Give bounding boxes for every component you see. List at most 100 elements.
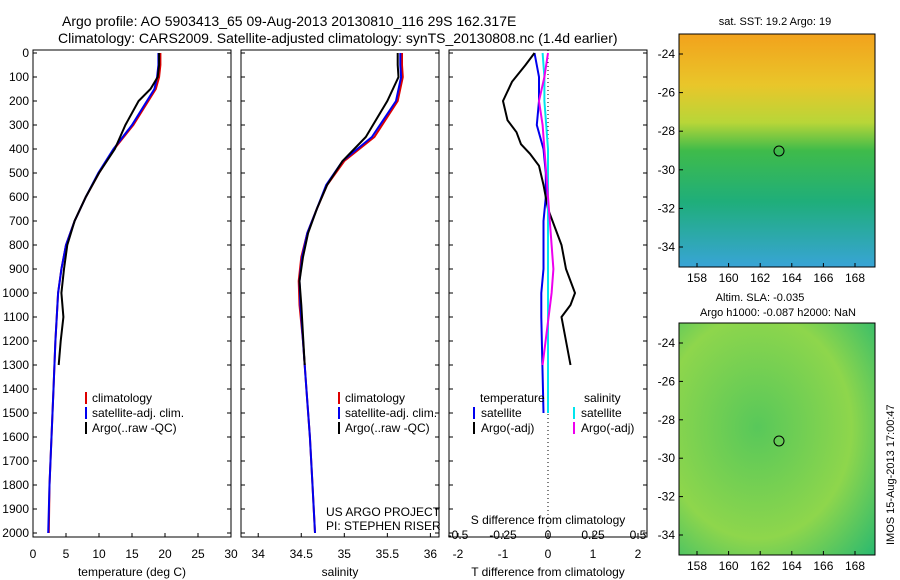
sal-line-2 bbox=[298, 53, 400, 366]
map-lon-tick-label: 164 bbox=[782, 271, 802, 285]
depth-tick-label: 1900 bbox=[2, 502, 29, 516]
diff-legend-t-argo: Argo(-adj) bbox=[481, 421, 534, 435]
sal-legend-argo: Argo(..raw -QC) bbox=[345, 421, 430, 435]
credit-pi: PI: STEPHEN RISER bbox=[326, 519, 441, 533]
t-diff-x-tick-label: 0 bbox=[545, 547, 552, 561]
map-lat-tick-label: -34 bbox=[658, 528, 676, 542]
map-lat-tick-label: -32 bbox=[658, 490, 676, 504]
map-lon-tick-label: 162 bbox=[750, 271, 770, 285]
temperature-panel-frame bbox=[32, 49, 232, 538]
map-lon-tick-label: 160 bbox=[719, 271, 739, 285]
map-lat-tick-label: -30 bbox=[658, 451, 676, 465]
map-lat-tick-label: -24 bbox=[658, 47, 676, 61]
s-diff-x-tick-label: 0 bbox=[545, 528, 552, 542]
map-lat-tick-label: -24 bbox=[658, 336, 676, 350]
sla-map bbox=[679, 323, 875, 555]
map-lat-tick-label: -26 bbox=[658, 86, 676, 100]
diff-legend-s-argo: Argo(-adj) bbox=[581, 421, 634, 435]
diff-legend-salinity-head: salinity bbox=[584, 391, 621, 405]
depth-tick-label: 1800 bbox=[2, 478, 29, 492]
sla-map-title-1: Altim. SLA: -0.035 bbox=[716, 292, 805, 304]
s-difference-axis-label: S difference from climatology bbox=[471, 513, 626, 527]
map-lon-tick-label: 168 bbox=[845, 271, 865, 285]
map-lat-tick-label: -28 bbox=[658, 124, 676, 138]
temp-line-2 bbox=[57, 53, 161, 366]
depth-tick-label: 1700 bbox=[2, 454, 29, 468]
sal-x-tick-label: 35 bbox=[338, 547, 352, 561]
map-lat-tick-label: -28 bbox=[658, 413, 676, 427]
depth-tick-label: 1400 bbox=[2, 382, 29, 396]
sla-map-title-2: Argo h1000: -0.087 h2000: NaN bbox=[700, 307, 856, 319]
temp-x-tick-label: 5 bbox=[63, 547, 70, 561]
map-lon-tick-label: 160 bbox=[719, 559, 739, 573]
map-lon-tick-label: 166 bbox=[813, 559, 833, 573]
salinity-axis-label: salinity bbox=[322, 565, 359, 579]
temp-x-tick-label: 20 bbox=[158, 547, 172, 561]
depth-tick-label: 800 bbox=[9, 238, 29, 252]
t-diff-x-tick-label: -1 bbox=[498, 547, 509, 561]
sal-legend-satellite: satellite-adj. clim. bbox=[345, 406, 437, 420]
depth-tick-label: 2000 bbox=[2, 526, 29, 540]
temp-line-0 bbox=[47, 53, 162, 534]
depth-tick-label: 1300 bbox=[2, 358, 29, 372]
temp-x-tick-label: 10 bbox=[92, 547, 106, 561]
map-lat-tick-label: -30 bbox=[658, 163, 676, 177]
map-lon-tick-label: 158 bbox=[687, 271, 707, 285]
title-line-2: Climatology: CARS2009. Satellite-adjuste… bbox=[58, 30, 618, 46]
map-lon-tick-label: 164 bbox=[782, 559, 802, 573]
temp-line-1 bbox=[47, 53, 160, 534]
t-difference-axis-label: T difference from climatology bbox=[471, 565, 625, 579]
sla-map-argo-marker bbox=[773, 435, 785, 447]
title-line-1: Argo profile: AO 5903413_65 09-Aug-2013 … bbox=[62, 13, 517, 29]
sal-x-tick-label: 34 bbox=[252, 547, 266, 561]
sal-line-0 bbox=[297, 53, 404, 534]
depth-tick-label: 500 bbox=[9, 166, 29, 180]
map-lon-tick-label: 168 bbox=[845, 559, 865, 573]
depth-tick-label: 1500 bbox=[2, 406, 29, 420]
t-diff-x-tick-label: 1 bbox=[590, 547, 597, 561]
sst-map-title: sat. SST: 19.2 Argo: 19 bbox=[719, 16, 832, 28]
sal-legend-climatology: climatology bbox=[345, 391, 405, 405]
temp-legend-satellite: satellite-adj. clim. bbox=[92, 406, 184, 420]
depth-tick-label: 200 bbox=[9, 94, 29, 108]
temp-x-tick-label: 25 bbox=[191, 547, 205, 561]
temperature-axis-label: temperature (deg C) bbox=[78, 565, 186, 579]
temp-x-tick-label: 15 bbox=[125, 547, 139, 561]
s-diff-x-tick-label: 0.5 bbox=[630, 528, 647, 542]
temp-x-tick-label: 0 bbox=[30, 547, 37, 561]
diff-legend-s-satellite: satellite bbox=[581, 406, 622, 420]
depth-tick-label: 1000 bbox=[2, 286, 29, 300]
sal-line-1 bbox=[298, 53, 403, 534]
depth-tick-label: 100 bbox=[9, 70, 29, 84]
depth-tick-label: 900 bbox=[9, 262, 29, 276]
map-lon-tick-label: 162 bbox=[750, 559, 770, 573]
t-diff-x-tick-label: 2 bbox=[635, 547, 642, 561]
credit-project: US ARGO PROJECT bbox=[326, 505, 441, 519]
depth-tick-label: 600 bbox=[9, 190, 29, 204]
map-lat-tick-label: -26 bbox=[658, 374, 676, 388]
salinity-panel-frame bbox=[240, 49, 440, 538]
map-lon-tick-label: 166 bbox=[813, 271, 833, 285]
sst-map-argo-marker bbox=[773, 145, 785, 157]
diff-legend-t-satellite: satellite bbox=[481, 406, 522, 420]
s-diff-x-tick-label: -0.5 bbox=[448, 528, 469, 542]
map-lat-tick-label: -32 bbox=[658, 201, 676, 215]
depth-tick-label: 400 bbox=[9, 142, 29, 156]
depth-tick-label: 700 bbox=[9, 214, 29, 228]
t-diff-line-1 bbox=[501, 52, 577, 366]
sal-x-tick-label: 35.5 bbox=[376, 547, 400, 561]
s-diff-line-1 bbox=[537, 52, 555, 366]
depth-tick-label: 1600 bbox=[2, 430, 29, 444]
diff-legend-temperature-head: temperature bbox=[480, 391, 545, 405]
sal-x-tick-label: 34.5 bbox=[290, 547, 314, 561]
s-diff-x-tick-label: 0.25 bbox=[581, 528, 605, 542]
s-diff-x-tick-label: -0.25 bbox=[489, 528, 517, 542]
sla-map-frame bbox=[678, 322, 876, 556]
s-diff-line-0 bbox=[541, 52, 549, 413]
map-lat-tick-label: -34 bbox=[658, 240, 676, 254]
depth-tick-label: 0 bbox=[22, 46, 29, 60]
depth-tick-label: 1100 bbox=[3, 310, 29, 324]
sal-x-tick-label: 36 bbox=[424, 547, 438, 561]
sst-map bbox=[679, 34, 875, 267]
